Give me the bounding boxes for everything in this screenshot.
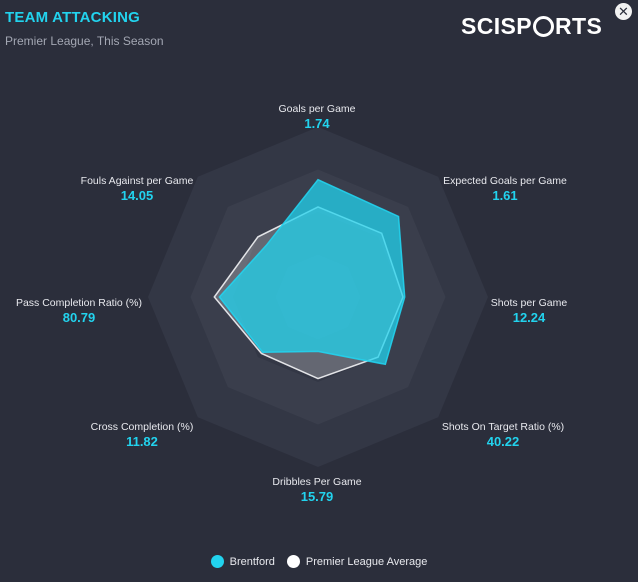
axis-label-1: Expected Goals per Game <box>443 175 567 187</box>
axis-value-3: 40.22 <box>487 434 520 449</box>
legend-label-team: Brentford <box>229 555 275 568</box>
axis-label-2: Shots per Game <box>491 297 568 309</box>
axis-value-7: 14.05 <box>121 188 154 203</box>
axis-label-5: Cross Completion (%) <box>91 421 194 433</box>
axis-label-6: Pass Completion Ratio (%) <box>16 297 142 309</box>
axis-value-0: 1.74 <box>304 116 330 131</box>
axis-label-0: Goals per Game <box>278 103 355 115</box>
legend-swatch-team <box>210 555 224 568</box>
axis-label-4: Dribbles Per Game <box>272 476 361 488</box>
legend-item-team[interactable]: Brentford <box>210 555 275 568</box>
axis-value-6: 80.79 <box>63 310 96 325</box>
chart-title: TEAM ATTACKING <box>5 9 141 26</box>
brand-logo: SCISP RTS <box>461 13 603 39</box>
axis-value-2: 12.24 <box>513 310 546 325</box>
axis-value-4: 15.79 <box>301 489 334 504</box>
legend-label-average: Premier League Average <box>305 555 428 568</box>
close-icon[interactable]: ✕ <box>615 3 632 20</box>
legend: Brentford Premier League Average <box>0 555 638 568</box>
legend-swatch-average <box>286 555 300 568</box>
axis-value-1: 1.61 <box>492 188 517 203</box>
axis-label-3: Shots On Target Ratio (%) <box>442 421 564 433</box>
series-brentford[interactable] <box>218 178 406 366</box>
axis-value-5: 11.82 <box>126 434 158 449</box>
legend-item-average[interactable]: Premier League Average <box>286 555 428 568</box>
chart-subtitle: Premier League, This Season <box>5 34 164 48</box>
axis-label-7: Fouls Against per Game <box>81 175 194 187</box>
